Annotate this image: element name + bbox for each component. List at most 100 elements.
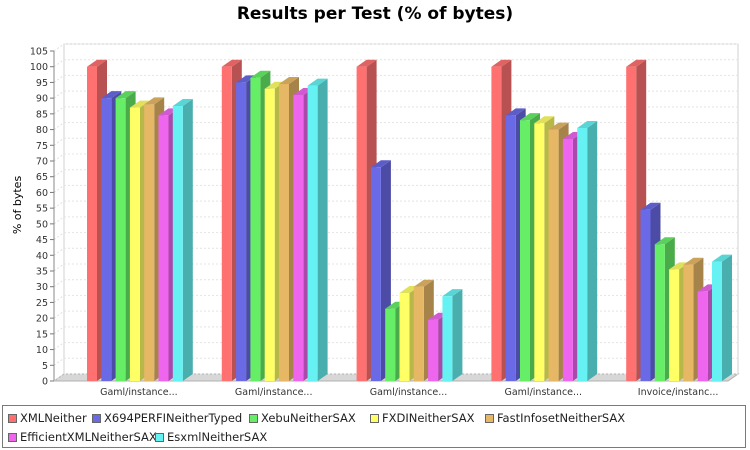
bar: [413, 286, 424, 381]
bar-top: [264, 81, 285, 89]
bar: [428, 319, 439, 381]
legend-item: FXDINeitherSAX: [370, 411, 474, 425]
bar-side: [317, 78, 328, 382]
legend-item: XebuNeitherSAX: [249, 411, 356, 425]
bar-top: [236, 75, 257, 83]
bar-top: [577, 121, 598, 128]
bar: [534, 123, 545, 382]
legend-label: XebuNeitherSAX: [261, 411, 356, 425]
y-tick-label: 90: [36, 94, 48, 105]
bar: [399, 293, 410, 381]
legend-item: FastInfosetNeitherSAX: [485, 411, 625, 425]
bar: [115, 98, 126, 382]
bar-top: [520, 113, 540, 121]
bar-top: [712, 254, 732, 262]
bar-top: [307, 78, 328, 86]
bar: [370, 167, 381, 381]
y-tick-label: 10: [36, 345, 48, 356]
bar: [307, 85, 318, 382]
bar-top: [115, 91, 136, 99]
bar-top: [413, 279, 434, 287]
y-tick-label: 30: [36, 282, 48, 293]
bar: [279, 84, 289, 381]
y-tick-label: 50: [36, 219, 48, 230]
legend-swatch: [92, 414, 101, 423]
y-tick-label: 75: [36, 141, 48, 152]
y-tick-label: 80: [36, 125, 48, 136]
bar-top: [442, 289, 463, 297]
x-tick-label: Gaml/instance...: [505, 387, 583, 398]
y-tick-label: 25: [36, 298, 48, 309]
bar: [87, 66, 97, 381]
y-axis-label: % of bytes: [11, 176, 24, 235]
bar-top: [250, 70, 271, 78]
x-tick-label: Gaml/instance...: [370, 387, 448, 398]
legend-item: XMLNeither: [8, 411, 87, 425]
bar: [293, 95, 304, 381]
bar: [548, 129, 559, 381]
bar-top: [548, 122, 569, 130]
y-tick-label: 0: [42, 377, 48, 388]
bar: [697, 291, 708, 381]
legend-label: XMLNeither: [20, 411, 87, 425]
bar-top: [491, 59, 512, 67]
bar-top: [101, 91, 122, 99]
bar-top: [87, 59, 107, 67]
y-tick-label: 35: [36, 267, 48, 278]
legend-item: EsxmlNeitherSAX: [155, 430, 267, 444]
bar: [144, 104, 155, 381]
bar-top: [534, 116, 555, 124]
legend-item: X694PERFINeitherTyped: [92, 411, 242, 425]
bar-top: [669, 262, 690, 270]
legend-swatch: [485, 414, 494, 423]
bar: [626, 66, 637, 381]
legend-swatch: [8, 414, 17, 423]
bar: [101, 98, 112, 382]
y-tick-label: 70: [36, 157, 48, 168]
y-tick-label: 55: [36, 204, 48, 215]
legend: XMLNeither X694PERFINeitherTyped XebuNeith…: [2, 405, 746, 448]
bar: [250, 77, 261, 381]
bar-top: [654, 237, 675, 245]
bar-top: [144, 97, 165, 105]
y-tick-label: 65: [36, 172, 48, 183]
bar: [654, 244, 665, 381]
legend-label: FXDINeitherSAX: [382, 411, 475, 425]
legend-label: EfficientXMLNeitherSAX: [20, 430, 157, 444]
bar: [158, 115, 169, 381]
bar: [712, 261, 722, 381]
y-tick-label: 100: [30, 62, 48, 73]
bar-top: [279, 77, 299, 84]
x-tick-label: Invoice/instanc...: [638, 387, 719, 398]
y-tick-label: 105: [30, 47, 48, 58]
bar: [236, 82, 247, 381]
bar-top: [221, 59, 242, 67]
bar-side: [182, 99, 193, 381]
bar: [221, 66, 232, 381]
bar-side: [452, 289, 463, 381]
bar: [505, 115, 516, 381]
y-tick-label: 60: [36, 188, 48, 199]
legend-swatch: [249, 414, 258, 423]
bar: [356, 66, 367, 381]
bar-side: [722, 254, 732, 381]
bar: [172, 106, 183, 381]
x-tick-label: Gaml/instance...: [235, 387, 313, 398]
bar: [640, 209, 651, 381]
legend-label: X694PERFINeitherTyped: [104, 411, 243, 425]
y-tick-label: 85: [36, 109, 48, 120]
bar: [385, 308, 396, 381]
bar: [129, 107, 140, 382]
legend-swatch: [155, 433, 164, 442]
y-tick-label: 95: [36, 78, 48, 89]
bar-top: [172, 99, 193, 106]
x-tick-label: Gaml/instance...: [100, 387, 178, 398]
y-tick-label: 45: [36, 235, 48, 246]
legend-label: EsxmlNeitherSAX: [167, 430, 268, 444]
bar-top: [626, 59, 647, 67]
bar-top: [129, 100, 150, 108]
bar-chart: Results per Test (% of bytes) % of bytes…: [11, 4, 740, 398]
bar: [683, 264, 694, 381]
legend-swatch: [8, 433, 17, 442]
y-tick-label: 40: [36, 251, 48, 262]
